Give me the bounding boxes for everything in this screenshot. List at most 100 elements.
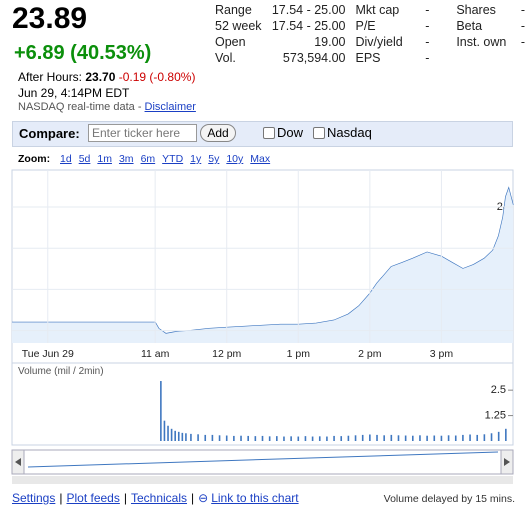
stat-value: - — [520, 19, 525, 33]
x-tick-label: 12 pm — [212, 348, 241, 360]
footer-link[interactable]: Technicals — [130, 491, 188, 505]
volume-bar — [397, 435, 400, 441]
volume-bar — [354, 435, 357, 441]
volume-bar — [433, 435, 436, 441]
volume-bar — [318, 436, 321, 441]
zoom-link[interactable]: 3m — [118, 153, 134, 165]
navigator-line — [27, 451, 499, 468]
volume-bar — [462, 434, 464, 441]
compare-bar: Compare: Enter ticker here Add Dow Nasda… — [12, 121, 513, 147]
zoom-link[interactable]: 1y — [190, 153, 202, 165]
volume-bar — [483, 434, 486, 441]
volume-bar — [160, 381, 162, 441]
zoom-link[interactable]: 1d — [60, 153, 72, 165]
y-tick-label: 1.25 — [485, 409, 506, 421]
stat-label: Range — [215, 3, 252, 17]
volume-bar — [190, 433, 192, 441]
volume-bar — [240, 435, 242, 441]
stat-label: Beta — [456, 19, 483, 33]
volume-bar — [447, 435, 450, 441]
date: Jun 29, 4:14PM EDT — [18, 86, 130, 100]
footer-link[interactable]: Link to this chart — [211, 491, 299, 505]
x-tick-label: 3 pm — [430, 348, 454, 360]
nasdaq-checkbox[interactable] — [313, 127, 325, 139]
scrollbar[interactable] — [12, 476, 513, 484]
x-tick-label: 1 pm — [287, 348, 311, 360]
volume-title: Volume (mil / 2min) — [18, 366, 104, 377]
volume-bar — [211, 434, 214, 441]
zoom-link[interactable]: 6m — [140, 153, 156, 165]
stats-row: Open 19.00 Div/yield - Inst. own - — [215, 34, 525, 50]
volume-bar — [347, 435, 350, 441]
stat-value: - — [425, 3, 430, 17]
dow-label: Dow — [277, 125, 304, 140]
volume-bar — [340, 436, 343, 441]
stats-row: 52 week 17.54 - 25.00 P/E - Beta - — [215, 18, 525, 34]
zoom-link[interactable]: Max — [250, 153, 271, 165]
volume-bar — [197, 434, 199, 441]
footer-link[interactable]: Plot feeds — [66, 491, 120, 505]
volume-bar — [297, 436, 300, 441]
stat-label: Mkt cap — [355, 3, 400, 17]
volume-bar — [383, 435, 385, 441]
stat-value: 19.00 — [314, 35, 346, 49]
ticker-input[interactable]: Enter ticker here — [88, 124, 197, 142]
volume-bar — [268, 436, 271, 441]
volume-bar — [369, 434, 371, 441]
source: NASDAQ real-time data - Disclaimer — [18, 101, 196, 113]
dow-checkbox[interactable] — [263, 127, 275, 139]
x-tick-label: 2 pm — [358, 348, 382, 360]
volume-bar — [454, 435, 457, 441]
volume-bar — [304, 436, 307, 441]
volume-bar — [376, 434, 378, 441]
stats-row: Vol. 573,594.00 EPS - — [215, 50, 525, 66]
zoom-link[interactable]: YTD — [162, 153, 184, 165]
volume-bar — [333, 435, 335, 441]
volume-bar — [276, 436, 278, 441]
separator: | — [59, 491, 63, 505]
volume-bar — [181, 432, 184, 441]
volume-bar — [311, 436, 314, 441]
stats-table: Range 17.54 - 25.00 Mkt cap - Shares -52 week… — [215, 2, 525, 66]
add-button[interactable]: Add — [200, 124, 236, 142]
volume-bar — [283, 436, 285, 441]
zoom-link[interactable]: 10y — [226, 153, 244, 165]
volume-bar — [412, 435, 414, 441]
stat-value: 573,594.00 — [282, 51, 346, 65]
stat-value: - — [520, 3, 525, 17]
footer-link[interactable]: Settings — [12, 491, 56, 505]
separator: | — [191, 491, 195, 505]
stat-label — [456, 50, 509, 66]
stat-value: - — [425, 19, 430, 33]
volume-bar — [490, 433, 493, 441]
volume-bar — [290, 436, 292, 441]
volume-bar — [426, 435, 428, 441]
x-tick-label: 11 am — [141, 348, 170, 360]
price-change: +6.89 (40.53%) — [14, 42, 152, 64]
volume-bar — [497, 431, 500, 441]
disclaimer-link[interactable]: Disclaimer — [144, 101, 196, 113]
zoom-link[interactable]: 5y — [208, 153, 220, 165]
compare-label: Compare: — [19, 126, 80, 141]
stat-value: - — [425, 35, 430, 49]
footer-links: Settings | Plot feeds | Technicals | ⊖ Link to … — [12, 491, 299, 505]
after-hours-price: 23.70 — [85, 70, 116, 84]
volume-bar — [233, 435, 235, 441]
source-text: NASDAQ real-time data - — [18, 101, 142, 113]
stats-row: Range 17.54 - 25.00 Mkt cap - Shares - — [215, 2, 525, 18]
stat-label: Inst. own — [456, 35, 507, 49]
volume-bar — [476, 434, 479, 441]
volume-bar — [225, 435, 228, 441]
zoom-link[interactable]: 1m — [97, 153, 112, 165]
stat-value: 17.54 - 25.00 — [271, 19, 346, 33]
volume-bar — [254, 436, 257, 441]
separator: | — [123, 491, 127, 505]
zoom-bar: Zoom: 1d 5d 1m 3m 6m YTD 1y 5y 10y Max — [18, 153, 270, 165]
zoom-link[interactable]: 5d — [78, 153, 91, 165]
volume-bar — [174, 430, 176, 441]
volume-bar — [361, 434, 364, 441]
price: 23.89 — [12, 2, 88, 35]
price-area — [12, 188, 513, 343]
x-tick-label: Tue Jun 29 — [22, 348, 74, 360]
volume-bar — [419, 435, 421, 441]
